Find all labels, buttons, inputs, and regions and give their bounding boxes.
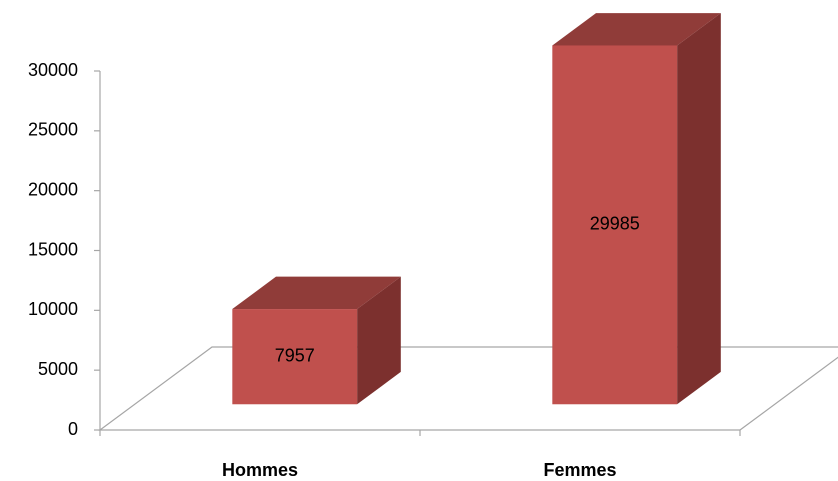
y-tick-label: 25000 bbox=[28, 120, 78, 140]
bar bbox=[232, 309, 358, 405]
y-tick-label: 10000 bbox=[28, 299, 78, 319]
bar bbox=[552, 45, 678, 405]
floor-plane bbox=[98, 346, 838, 431]
data-label: 29985 bbox=[590, 214, 640, 234]
y-tick-label: 30000 bbox=[28, 60, 78, 80]
y-tick-label: 15000 bbox=[28, 239, 78, 259]
bar-side bbox=[357, 276, 401, 405]
y-tick-label: 20000 bbox=[28, 179, 78, 199]
y-tick-label: 0 bbox=[68, 419, 78, 439]
y-tick-label: 5000 bbox=[38, 359, 78, 379]
bar-side bbox=[677, 13, 721, 405]
x-tick-label: Femmes bbox=[543, 460, 616, 480]
bar-top bbox=[232, 276, 401, 310]
x-tick-label: Hommes bbox=[222, 460, 298, 480]
data-label: 7957 bbox=[275, 345, 315, 365]
bar-top bbox=[552, 13, 721, 46]
